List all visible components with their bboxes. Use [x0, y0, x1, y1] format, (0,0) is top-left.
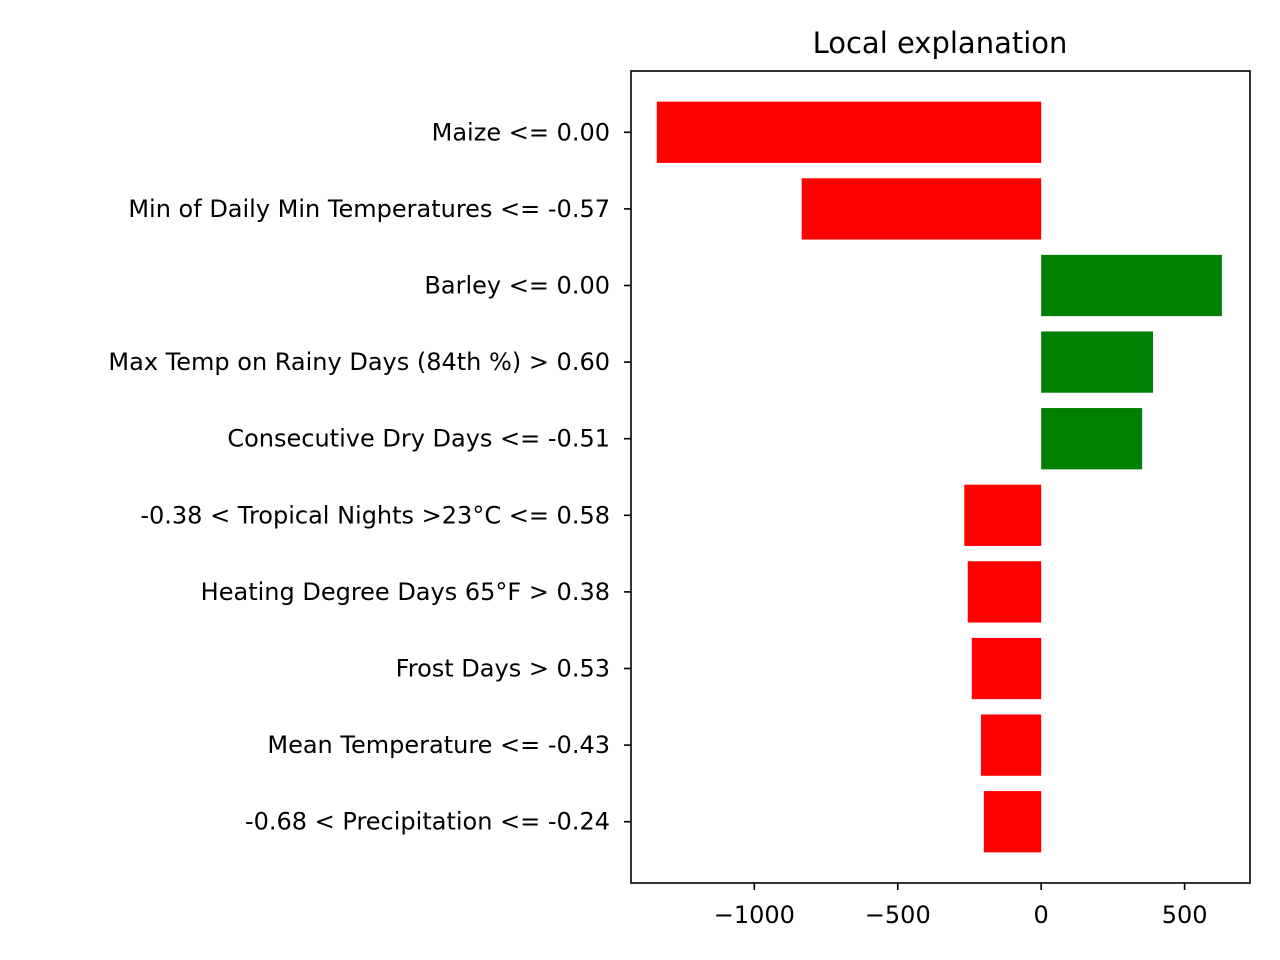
bar-0 [656, 101, 1042, 163]
x-tick-label-2: 0 [1034, 901, 1049, 929]
y-tick-label-8: Mean Temperature <= -0.43 [267, 731, 610, 759]
bar-4 [1041, 408, 1143, 470]
x-tick-label-3: 500 [1162, 901, 1208, 929]
y-tick-label-6: Heating Degree Days 65°F > 0.38 [201, 578, 610, 606]
y-tick-label-1: Min of Daily Min Temperatures <= -0.57 [128, 195, 610, 223]
bar-9 [983, 791, 1042, 853]
bar-8 [980, 714, 1042, 776]
y-tick-label-5: -0.38 < Tropical Nights >23°C <= 0.58 [140, 501, 610, 529]
bar-1 [801, 178, 1042, 240]
y-tick-label-4: Consecutive Dry Days <= -0.51 [227, 425, 610, 453]
y-tick-label-3: Max Temp on Rainy Days (84th %) > 0.60 [108, 348, 610, 376]
bar-7 [971, 637, 1042, 700]
plot-frame [630, 70, 1251, 884]
bar-3 [1041, 331, 1154, 393]
bar-6 [967, 561, 1042, 623]
x-tick-label-1: −500 [865, 901, 931, 929]
chart-title: Local explanation [813, 26, 1068, 60]
x-axis: −1000 −500 0 500 [714, 883, 1208, 929]
bars-group [656, 101, 1222, 853]
y-axis: Maize <= 0.00 Min of Daily Min Temperatur… [108, 118, 631, 836]
y-tick-label-0: Maize <= 0.00 [432, 118, 610, 146]
y-tick-label-2: Barley <= 0.00 [424, 271, 610, 299]
bar-2 [1041, 254, 1222, 317]
y-tick-label-7: Frost Days > 0.53 [396, 655, 610, 683]
y-tick-label-9: -0.68 < Precipitation <= -0.24 [245, 808, 610, 836]
bar-5 [964, 484, 1042, 546]
x-tick-label-0: −1000 [714, 901, 795, 929]
